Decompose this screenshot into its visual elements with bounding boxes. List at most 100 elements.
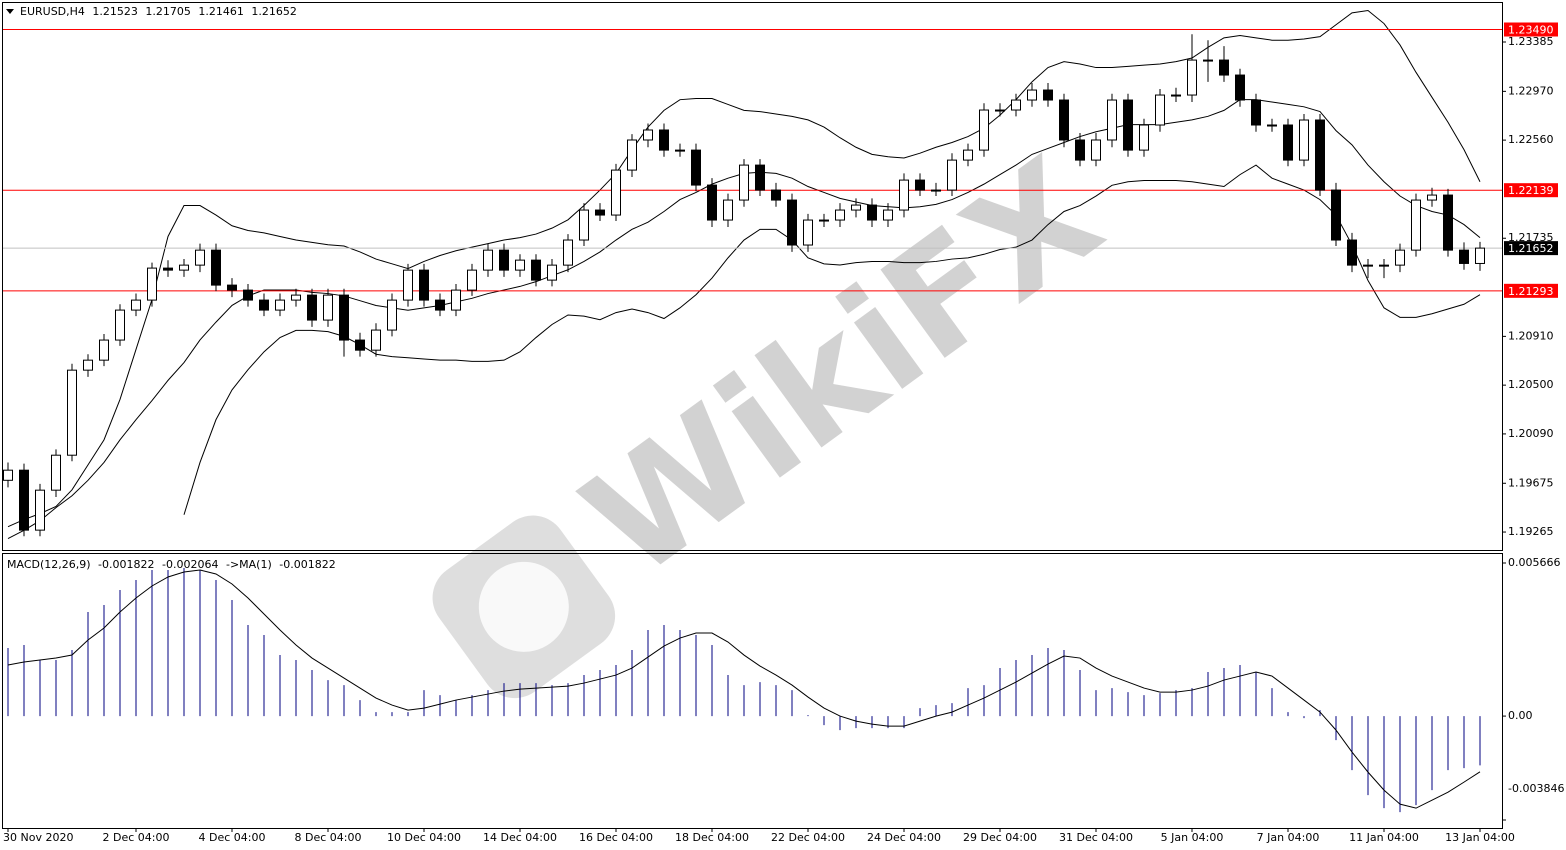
chart-header: EURUSD,H4 1.21523 1.21705 1.21461 1.2165… [20,5,297,18]
candle-body [691,149,701,186]
candle-body [1155,94,1165,126]
candle-body [963,149,973,161]
candle-body [163,267,173,271]
candle-body [1315,119,1325,191]
high-value: 1.21705 [145,5,191,18]
candle-body [995,109,1005,112]
candle-body [1459,249,1469,264]
candle-body [51,454,61,491]
y-tick-label: 1.19675 [1508,476,1554,489]
candle-body [179,264,189,271]
candle-body [355,339,365,351]
candle-body [723,199,733,221]
candle-body [403,269,413,301]
x-tick-label: 4 Dec 04:00 [199,831,266,844]
x-tick-label: 2 Dec 04:00 [103,831,170,844]
candle-body [115,309,125,341]
macd-pane [7,567,1481,813]
candle-body [835,209,845,221]
candle-body [659,129,669,151]
level-label: 1.23490 [1508,23,1554,36]
candle-body [755,164,765,191]
candle-body [275,299,285,311]
symbol: EURUSD,H4 [20,5,85,18]
x-tick-label: 24 Dec 04:00 [867,831,941,844]
candle-body [851,204,861,211]
candle-body [259,299,269,311]
y-tick-label: 1.20500 [1508,378,1554,391]
candle-body [323,294,333,321]
candle-body [1107,99,1117,141]
macd-header: MACD(12,26,9) -0.001822 -0.002064 ->MA(1… [7,558,336,571]
candle-body [1203,59,1213,62]
candle-body [1427,194,1437,201]
price-pane-border [2,2,1503,551]
candle-body [131,299,141,311]
axes: 1.23385 1.22970 1.22560 1.21735 1.20910 1.205… [3,22,1564,844]
candle-body [979,109,989,151]
candle-body [1443,194,1453,251]
candle-body [339,294,349,341]
candle-body [1395,249,1405,266]
candle-body [243,289,253,301]
x-tick-label: 11 Jan 04:00 [1349,831,1419,844]
x-tick-label: 10 Dec 04:00 [387,831,461,844]
candle-body [867,204,877,221]
x-tick-label: 13 Jan 04:00 [1445,831,1515,844]
candle-body [931,189,941,192]
y-tick-label: 0.00 [1508,709,1533,722]
candle-body [83,359,93,371]
macd-value: -0.001822 [98,558,154,571]
y-tick-label: 1.23385 [1508,35,1554,48]
candle-body [611,169,621,216]
y-tick-label: 0.005666 [1508,556,1561,569]
candle-body [579,209,589,241]
level-label: 1.21293 [1508,285,1554,298]
candle-body [1139,124,1149,151]
x-tick-label: 22 Dec 04:00 [771,831,845,844]
candle-body [19,469,29,531]
candle-body [595,209,605,216]
y-tick-label: 1.21735 [1508,231,1554,244]
x-tick-label: 14 Dec 04:00 [483,831,557,844]
x-tick-label: 16 Dec 04:00 [579,831,653,844]
x-tick-label: 31 Dec 04:00 [1059,831,1133,844]
candle-body [307,294,317,321]
candle-body [3,469,13,481]
candle-body [515,259,525,271]
candle-body [99,339,109,361]
y-tick-label: -0.003846 [1508,782,1564,795]
candle-body [1075,139,1085,161]
candle-body [195,249,205,266]
candle-body [1123,99,1133,151]
candle-body [1027,89,1037,101]
candle-body [419,269,429,301]
ma-value: -0.001822 [279,558,335,571]
candle-body [435,299,445,311]
candle-body [707,184,717,221]
candle-body [771,189,781,201]
symbol-menu-arrow[interactable] [6,9,14,14]
level-label-box [1504,22,1558,37]
level-label: 1.22139 [1508,184,1554,197]
candle-body [371,329,381,351]
candle-body [531,259,541,281]
candle-body [291,294,301,301]
bollinger-upper [7,9,1481,528]
candle-body [67,369,77,456]
candle-body [883,209,893,221]
y-tick-label: 1.20090 [1508,427,1554,440]
candle-body [451,289,461,311]
candle-body [483,249,493,271]
candle-body [387,299,397,331]
candle-body [1171,94,1181,97]
candle-body [467,269,477,291]
candle-body [147,267,157,301]
candle-body [899,179,909,211]
candle-body [1251,99,1261,126]
x-tick-label: 30 Nov 2020 [3,831,73,844]
x-tick-label: 8 Dec 04:00 [295,831,362,844]
current-price-label: 1.21652 [1508,242,1554,255]
candle-body [1475,247,1485,264]
signal-label: ->MA(1) [226,558,272,571]
